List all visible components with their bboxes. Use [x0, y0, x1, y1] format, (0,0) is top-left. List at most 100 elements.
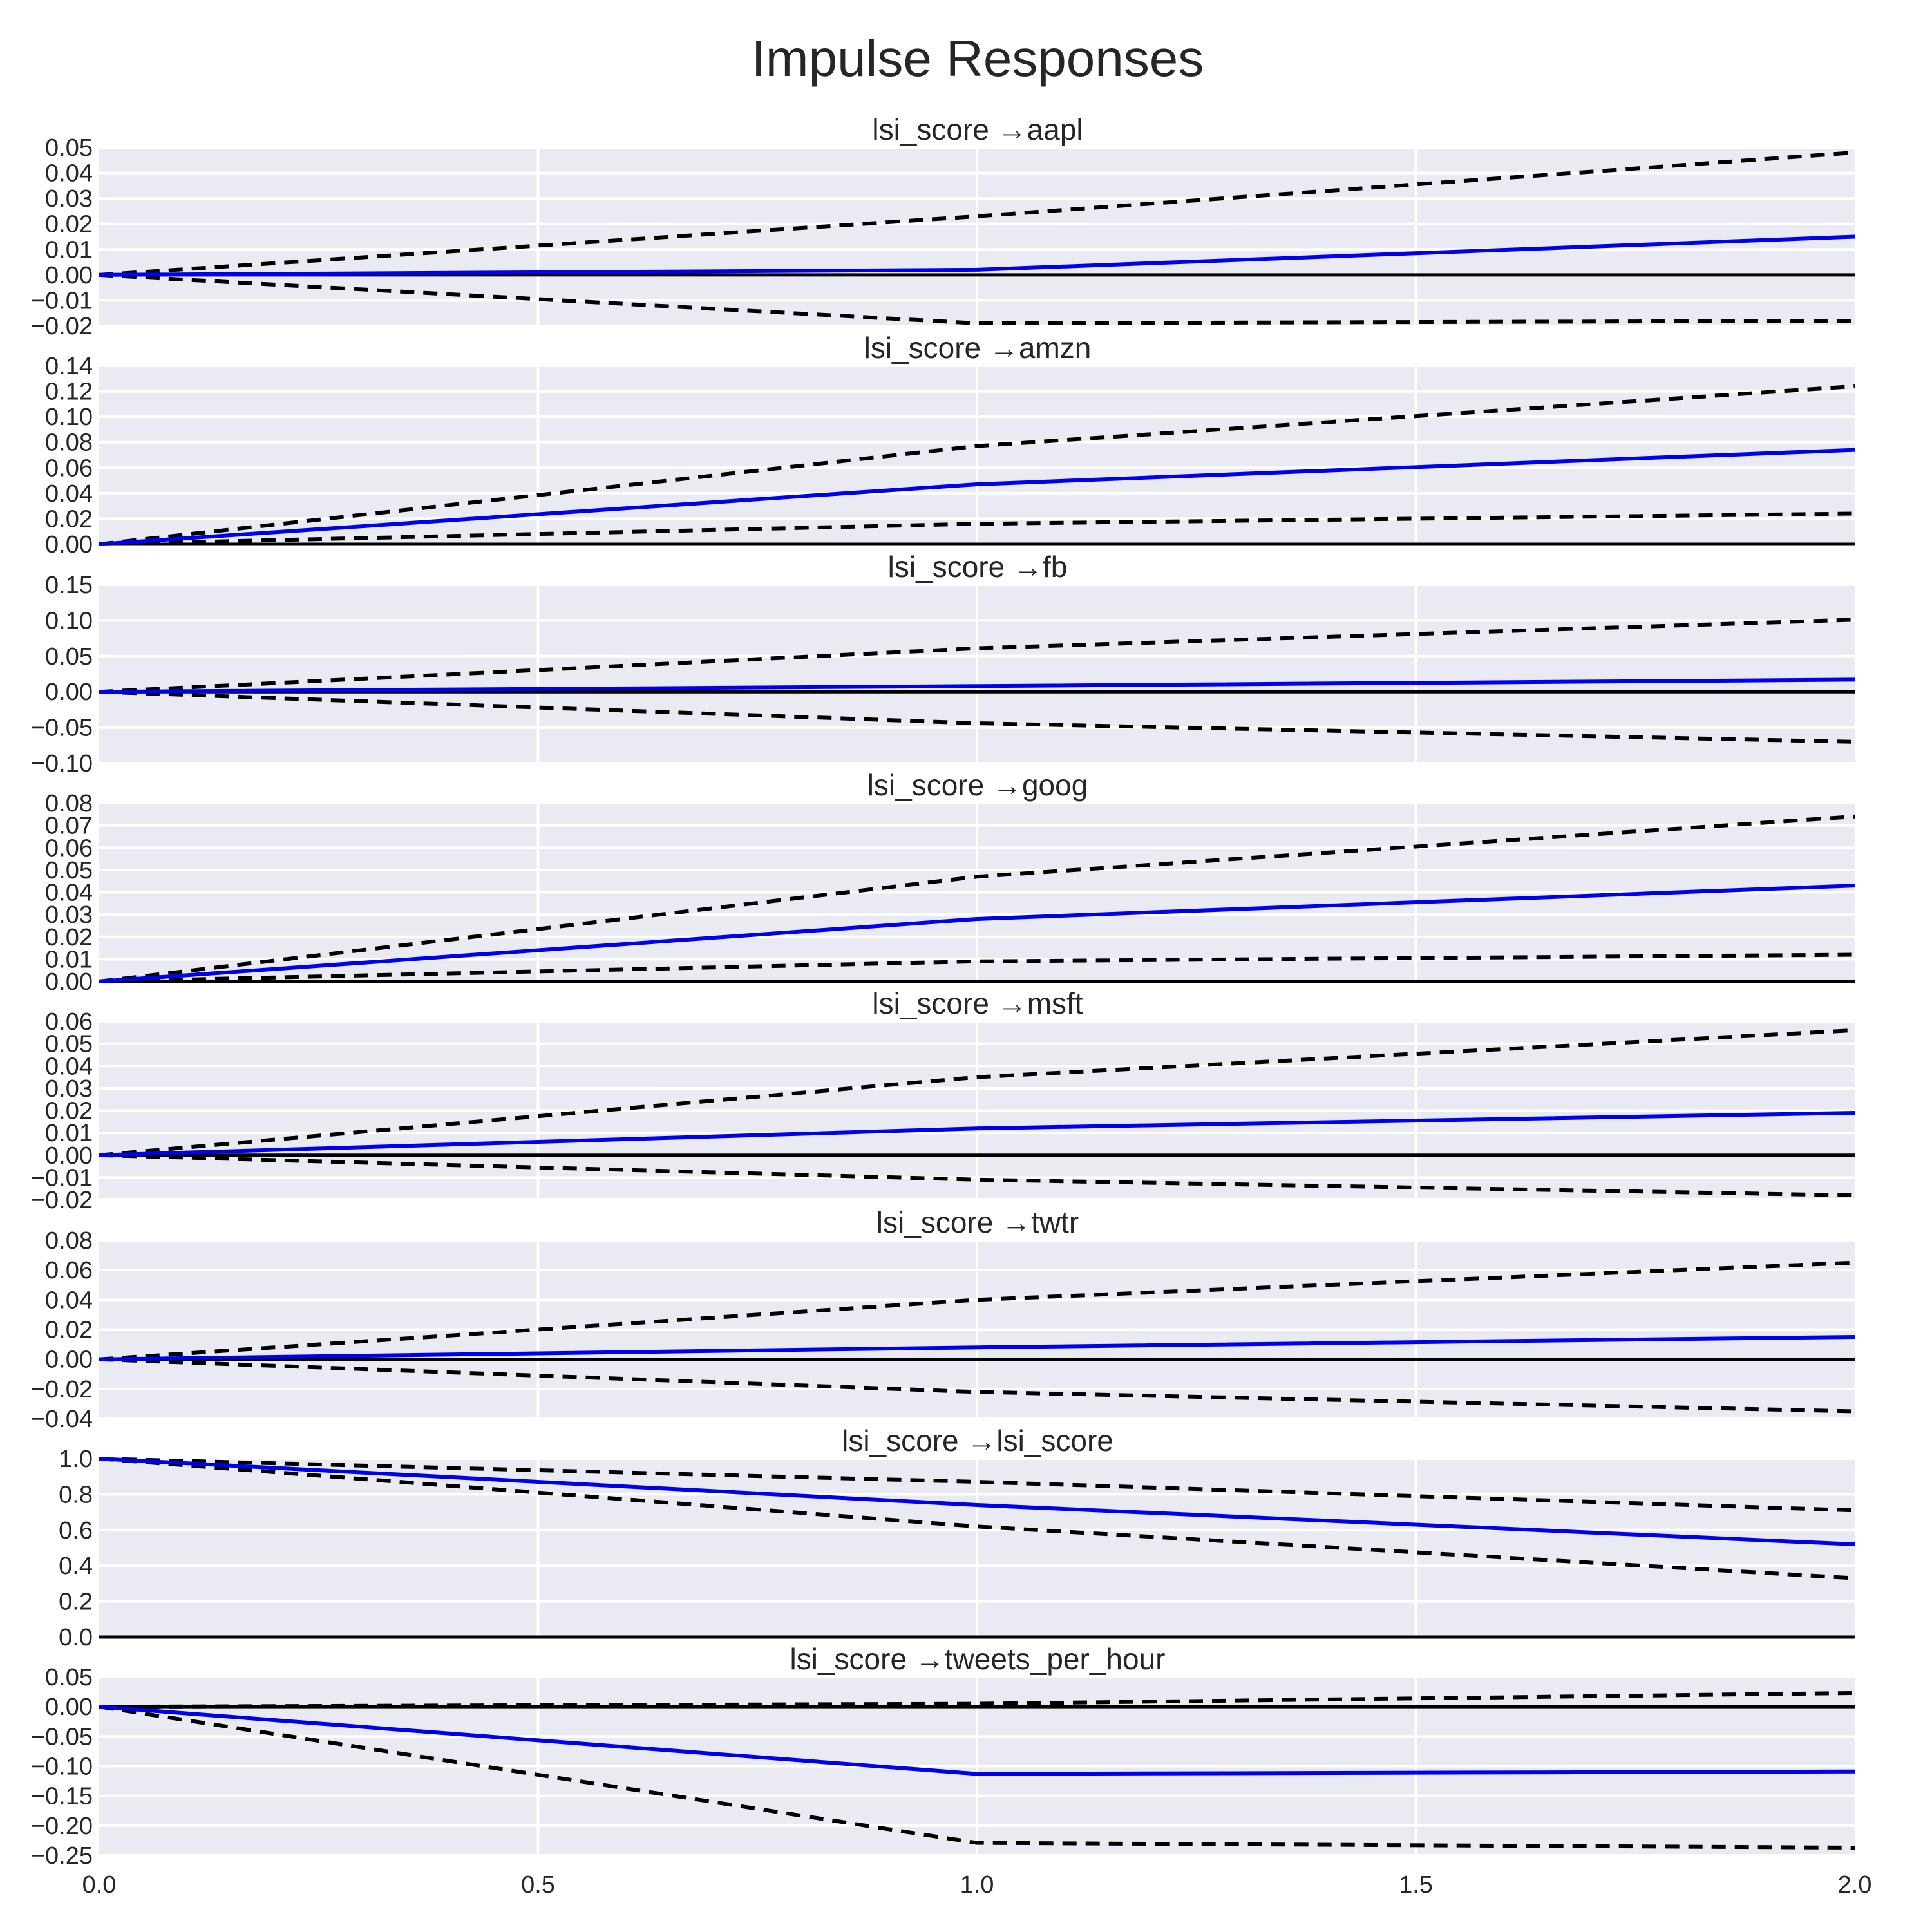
y-tick-label: 0.08 — [45, 430, 93, 457]
y-tick-label: −0.15 — [31, 1783, 93, 1810]
y-tick-label: 0.6 — [59, 1517, 93, 1544]
panel-title: lsi_score →msft — [872, 987, 1083, 1020]
y-tick-label: 0.8 — [59, 1481, 93, 1508]
panel-title: lsi_score →aapl — [872, 113, 1083, 146]
response-line — [99, 448, 1855, 546]
y-tick-label: 0.01 — [45, 946, 93, 973]
y-tick-label: −0.01 — [31, 287, 93, 314]
y-tick-label: 0.00 — [45, 262, 93, 289]
lower-band-line — [99, 1457, 1855, 1580]
y-tick-label: 0.05 — [45, 1664, 93, 1691]
panel-8: 0.05 0.00−0.05 −0.10−0.15 −0.20−0.25 lsi_sco… — [31, 1642, 1855, 1870]
y-tick-label: 0.07 — [45, 813, 93, 840]
x-tick-label: 1.5 — [1399, 1871, 1433, 1899]
y-tick-label: 0.03 — [45, 1075, 93, 1103]
lower-band-line — [99, 1357, 1855, 1414]
response-line — [99, 234, 1855, 277]
upper-band-line — [99, 384, 1855, 546]
y-tick-label: 0.15 — [45, 572, 93, 599]
y-tick-label: 0.02 — [45, 924, 93, 951]
y-tick-label: 0.00 — [45, 679, 93, 706]
lower-band-line — [99, 1153, 1855, 1198]
y-tick-label: 0.06 — [45, 835, 93, 862]
panel-title: lsi_score →twtr — [876, 1206, 1079, 1239]
upper-band-line — [99, 1690, 1855, 1709]
y-tick-label: 0.05 — [45, 643, 93, 670]
x-tick-label: 1.0 — [960, 1871, 994, 1899]
response-line — [99, 1705, 1855, 1776]
y-tick-label: 0.00 — [45, 1694, 93, 1721]
y-tick-label: 0.02 — [45, 1317, 93, 1344]
y-tick-label: 0.02 — [45, 1098, 93, 1125]
panel-title: lsi_score →goog — [867, 768, 1088, 802]
lower-band-line — [99, 511, 1855, 546]
response-line — [99, 1457, 1855, 1546]
y-tick-label: 0.12 — [45, 379, 93, 406]
y-tick-label: 0.05 — [45, 857, 93, 884]
y-tick-label: −0.01 — [31, 1164, 93, 1191]
panel-title: lsi_score →amzn — [864, 331, 1092, 365]
panel-1: 0.050.040.030.020.010.00−0.01−0.02 lsi_sc… — [31, 113, 1855, 340]
y-tick-label: 0.04 — [45, 880, 93, 907]
y-tick-label: 0.08 — [45, 790, 93, 817]
x-tick-label: 0.0 — [82, 1871, 117, 1899]
panel-2: 0.140.120.100.080.060.040.020.00 lsi_scor… — [45, 331, 1855, 558]
y-tick-label: 0.10 — [45, 607, 93, 634]
y-tick-label: 0.14 — [45, 353, 93, 380]
y-tick-label: −0.02 — [31, 1376, 93, 1403]
upper-band-line — [99, 1028, 1855, 1157]
y-tick-label: −0.04 — [31, 1406, 93, 1433]
upper-band-line — [99, 1457, 1855, 1513]
y-tick-label: 0.4 — [59, 1553, 93, 1580]
x-tick-label: 0.5 — [521, 1871, 555, 1899]
upper-band-line — [99, 150, 1855, 277]
lower-band-line — [99, 272, 1855, 326]
y-tick-label: 0.05 — [45, 1031, 93, 1058]
lower-band-line — [99, 952, 1855, 983]
y-tick-label: 0.00 — [45, 969, 93, 996]
y-tick-label: 0.02 — [45, 506, 93, 533]
y-tick-label: 0.06 — [45, 1257, 93, 1284]
y-tick-label: −0.02 — [31, 1187, 93, 1214]
panel-7: 1.0 0.8 0.6 0.4 0.2 0.0 lsi_score →lsi_score — [59, 1424, 1855, 1651]
y-tick-label: 0.00 — [45, 1142, 93, 1170]
y-tick-label: −0.20 — [31, 1813, 93, 1840]
y-tick-label: 0.04 — [45, 480, 93, 507]
figure-title: Impulse Responses — [752, 30, 1204, 87]
y-tick-label: 0.03 — [45, 902, 93, 929]
panel-3: 0.15 0.10 0.05 0.00 −0.05 −0.10 lsi_score →fb — [31, 550, 1855, 777]
lower-band-line — [99, 690, 1855, 744]
upper-band-line — [99, 814, 1855, 983]
y-tick-label: 0.06 — [45, 455, 93, 482]
panel-6: 0.080.06 0.04 0.02 0.00−0.02 −0.04 lsi_score … — [31, 1206, 1855, 1433]
y-tick-label: 0.04 — [45, 1287, 93, 1314]
y-tick-label: 0.06 — [45, 1009, 93, 1036]
response-line — [99, 677, 1855, 694]
y-tick-label: 0.02 — [45, 211, 93, 238]
y-tick-label: 0.10 — [45, 404, 93, 431]
y-tick-label: 0.08 — [45, 1227, 93, 1255]
y-tick-label: 0.0 — [59, 1624, 93, 1651]
y-tick-label: −0.10 — [31, 1754, 93, 1781]
panel-5: 0.060.050.040.030.020.010.00−0.01−0.02 ls… — [31, 987, 1855, 1214]
x-tick-label: 2.0 — [1838, 1871, 1872, 1899]
panel-4: 0.080.070.060.050.040.030.020.010.00 lsi_… — [45, 768, 1855, 996]
y-tick-label: 0.2 — [59, 1589, 93, 1616]
y-tick-label: −0.05 — [31, 715, 93, 742]
y-tick-label: 0.01 — [45, 1120, 93, 1147]
y-tick-label: −0.05 — [31, 1723, 93, 1750]
lower-band-line — [99, 1705, 1855, 1850]
y-tick-label: 0.01 — [45, 236, 93, 263]
y-tick-label: −0.10 — [31, 750, 93, 777]
y-tick-label: −0.02 — [31, 313, 93, 340]
upper-band-line — [99, 1260, 1855, 1361]
x-axis: 0.0 0.5 1.0 1.5 2.0 — [82, 1871, 1872, 1899]
y-tick-label: 0.05 — [45, 135, 93, 162]
response-line — [99, 1111, 1855, 1157]
y-tick-label: −0.25 — [31, 1842, 93, 1870]
y-tick-label: 0.00 — [45, 531, 93, 558]
y-tick-label: 0.04 — [45, 1053, 93, 1080]
upper-band-line — [99, 618, 1855, 694]
panels-group: 0.050.040.030.020.010.00−0.01−0.02lsi_sc… — [31, 113, 1855, 1870]
